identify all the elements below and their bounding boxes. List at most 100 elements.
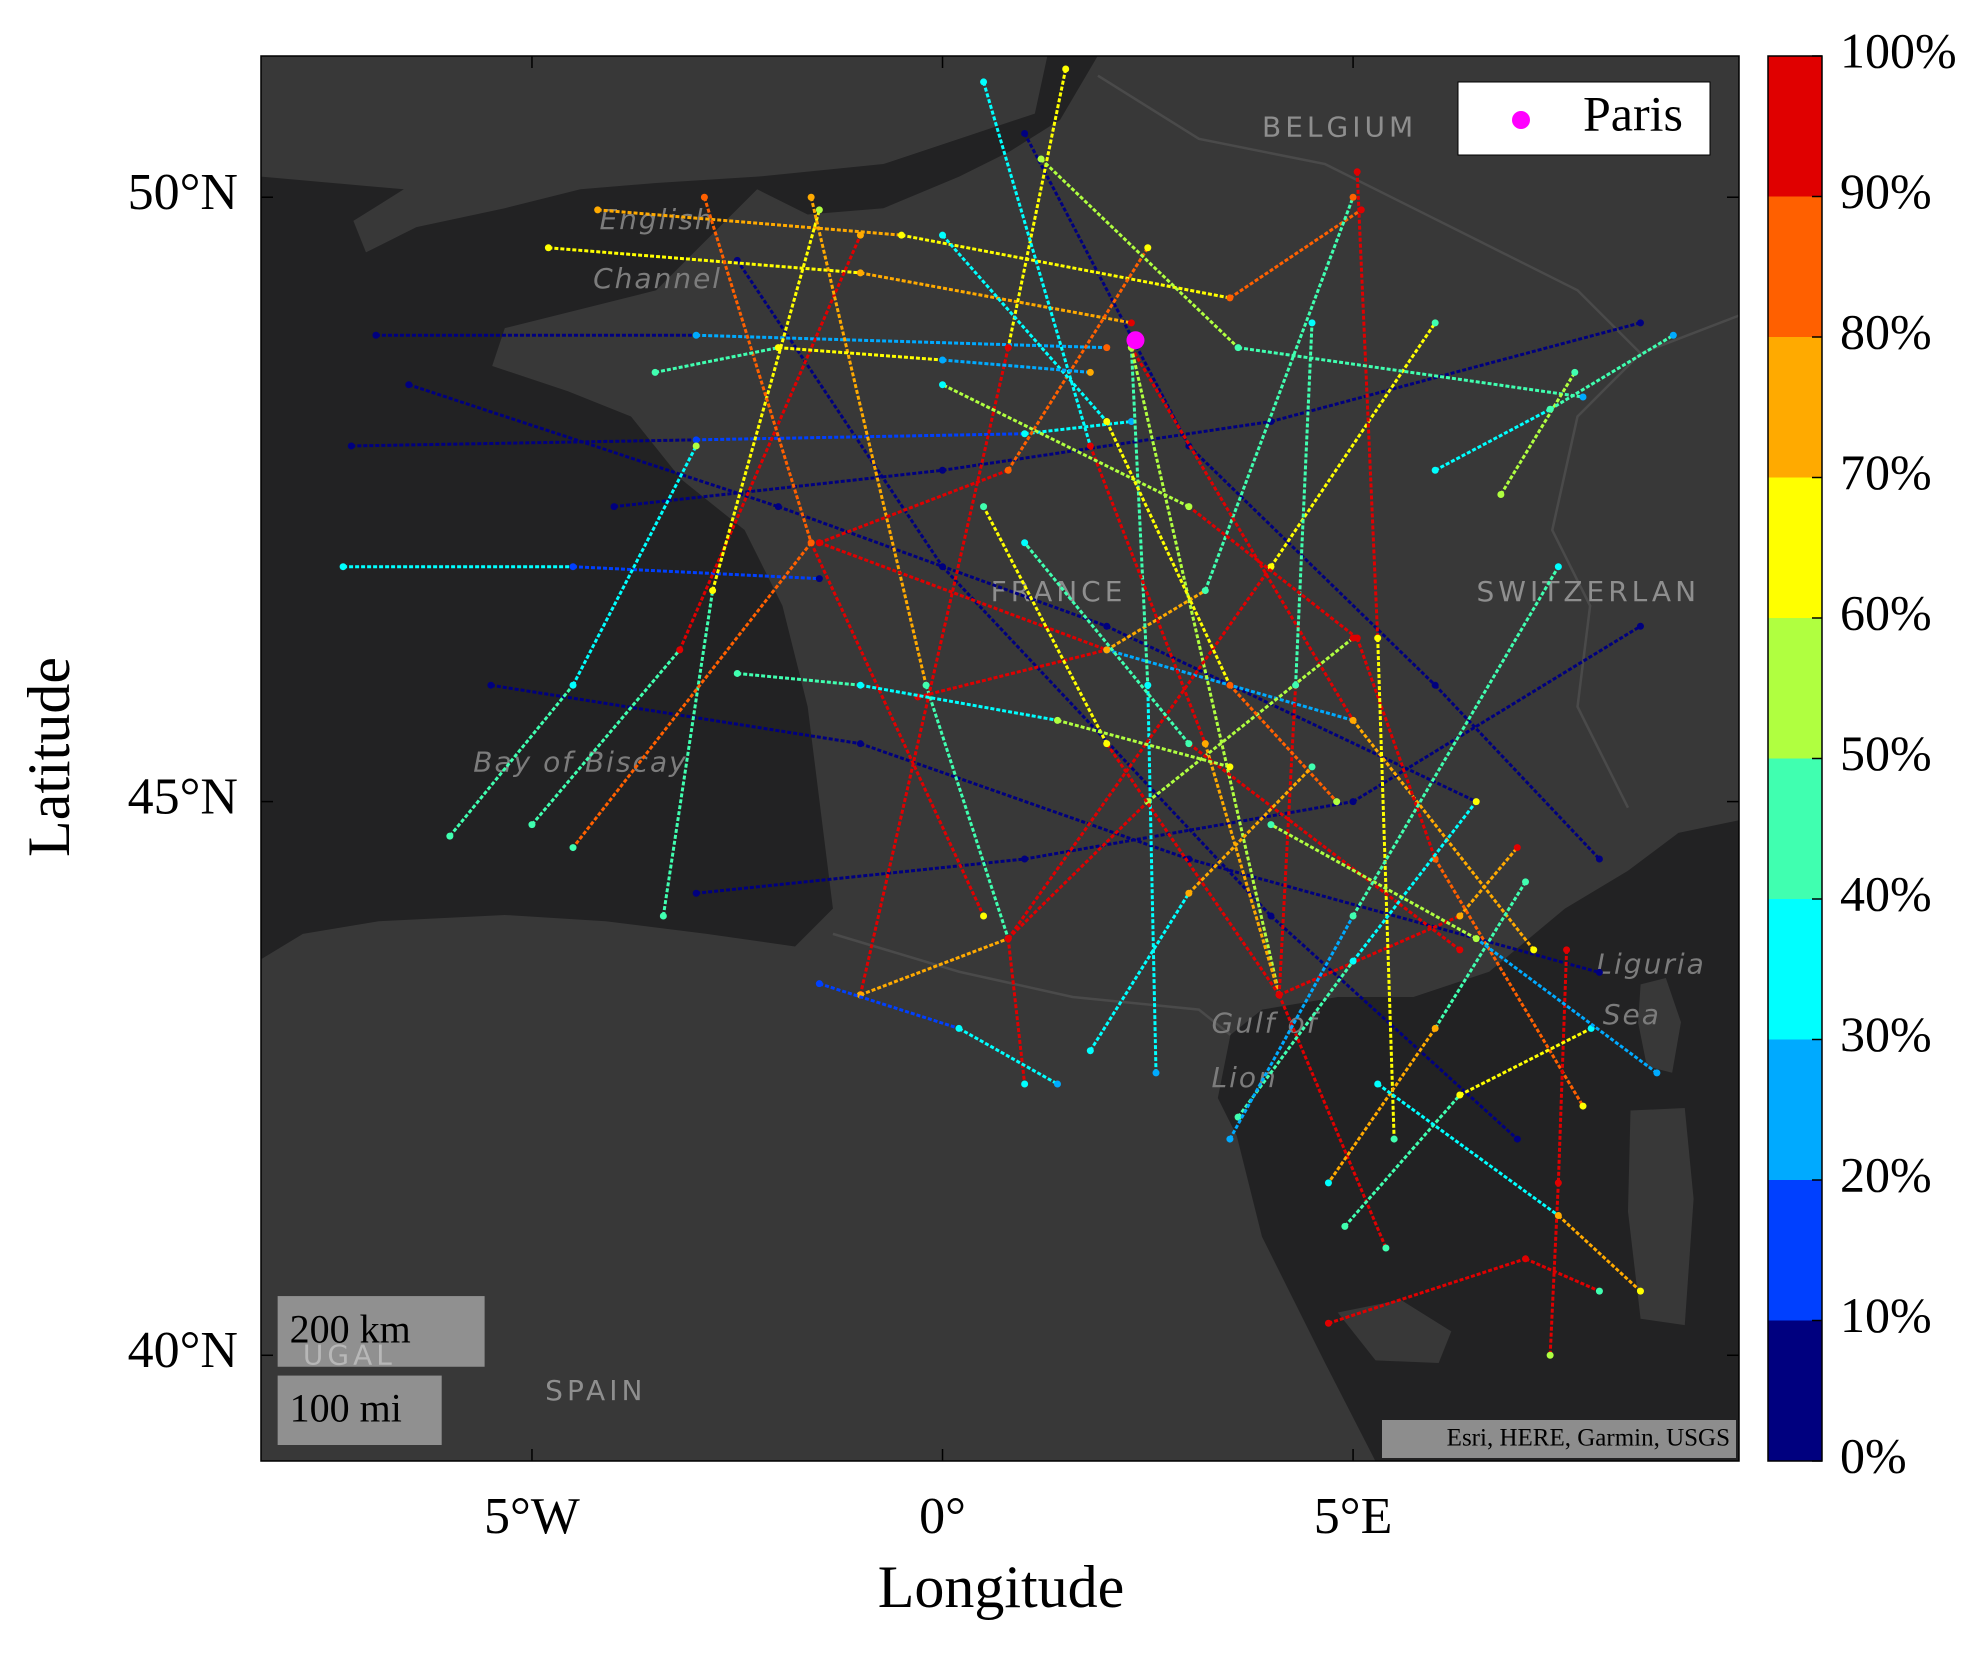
island xyxy=(1627,1108,1694,1326)
track-segment xyxy=(1434,407,1551,472)
track-point xyxy=(1349,716,1357,724)
track-segment xyxy=(941,565,1273,918)
track-point xyxy=(569,563,577,571)
legend-label: Paris xyxy=(1583,85,1683,141)
track-segment xyxy=(1187,505,1359,640)
track-point xyxy=(1431,1024,1439,1032)
colorbar-segment xyxy=(1768,1320,1822,1461)
track-segment xyxy=(1023,541,1191,745)
track-segment xyxy=(1458,846,1519,917)
border xyxy=(832,932,1232,1036)
basemap-label: Liguria xyxy=(1596,947,1705,980)
track-point xyxy=(1579,1102,1587,1110)
track-segment xyxy=(1024,800,1354,861)
track-point xyxy=(692,331,700,339)
track-point xyxy=(897,231,905,239)
y-tick-label: 40°N xyxy=(128,1322,238,1379)
track-point xyxy=(1522,1255,1530,1263)
track-point xyxy=(1152,1069,1160,1077)
track-segment xyxy=(1269,322,1437,568)
track-point xyxy=(1497,491,1505,499)
track-point xyxy=(1353,168,1361,176)
track-point xyxy=(1563,946,1571,954)
track-segment xyxy=(958,1027,1059,1086)
y-tick-label: 50°N xyxy=(128,164,238,221)
track-segment xyxy=(942,358,1091,374)
track-segment xyxy=(548,246,861,275)
track-point xyxy=(980,912,988,920)
track-point xyxy=(347,442,355,450)
track-point xyxy=(1513,844,1521,852)
track-point xyxy=(1349,912,1357,920)
track-segment xyxy=(1187,444,1437,687)
track-segment xyxy=(1229,208,1363,300)
track-segment xyxy=(571,541,813,849)
track-segment xyxy=(1023,132,1191,447)
track-point xyxy=(692,889,700,897)
track-segment xyxy=(678,234,862,651)
basemap-label: SPAIN xyxy=(545,1374,646,1407)
colorbar-tick-label: 20% xyxy=(1840,1146,1932,1202)
track-segment xyxy=(1376,638,1396,1140)
track-point xyxy=(1353,634,1361,642)
basemap-label: English xyxy=(599,203,714,236)
track-segment xyxy=(530,648,681,826)
track-segment xyxy=(818,541,1108,652)
track-point xyxy=(939,381,947,389)
x-tick-label: 5°W xyxy=(484,1488,580,1545)
track-segment xyxy=(1294,322,1314,686)
track-point xyxy=(1004,466,1012,474)
track-segment xyxy=(1327,1027,1437,1184)
track-segment xyxy=(1277,685,1298,995)
basemap xyxy=(261,56,1739,1461)
track-segment xyxy=(735,259,944,568)
track-segment xyxy=(1351,800,1478,963)
basemap-label: SWITZERLAN xyxy=(1477,575,1701,608)
track-point xyxy=(692,436,700,444)
track-segment xyxy=(1006,246,1150,472)
track-segment xyxy=(1557,1214,1642,1293)
track-segment xyxy=(1129,347,1150,686)
track-segment xyxy=(1006,565,1273,940)
track-point xyxy=(1267,912,1275,920)
track-point xyxy=(1571,368,1579,376)
legend-marker xyxy=(1512,111,1530,129)
track-point xyxy=(1382,1244,1390,1252)
city-marker xyxy=(1126,331,1145,350)
track-point xyxy=(709,587,717,595)
track-point xyxy=(1127,418,1135,426)
track-segment xyxy=(1475,937,1658,1075)
track-point xyxy=(1349,957,1357,965)
track-point xyxy=(1144,681,1152,689)
track-point xyxy=(1144,244,1152,252)
track-segment xyxy=(1105,420,1232,686)
track-point xyxy=(1275,991,1283,999)
track-point xyxy=(339,563,347,571)
colorbar-segment xyxy=(1768,618,1822,759)
track-point xyxy=(1595,1287,1603,1295)
track-point xyxy=(405,381,413,389)
track-point xyxy=(1086,1047,1094,1055)
track-point xyxy=(700,193,708,201)
track-point xyxy=(1595,855,1603,863)
colorbar-tick-label: 0% xyxy=(1840,1427,1907,1483)
border xyxy=(1097,74,1642,355)
colorbar-segment xyxy=(1768,1180,1822,1321)
track-point xyxy=(569,844,577,852)
track-point xyxy=(1103,344,1111,352)
x-tick-label: 0° xyxy=(919,1488,966,1545)
track-point xyxy=(1103,646,1111,654)
track-point xyxy=(1546,405,1554,413)
track-point xyxy=(1021,1080,1029,1088)
track-segment xyxy=(1270,321,1641,423)
track-point xyxy=(939,466,947,474)
track-point xyxy=(528,821,536,829)
track-point xyxy=(1579,393,1587,401)
track-point xyxy=(1472,935,1480,943)
tracks xyxy=(339,65,1677,1359)
track-segment xyxy=(1129,347,1281,996)
track-segment xyxy=(1105,742,1281,996)
track-point xyxy=(1324,1179,1332,1187)
track-point xyxy=(1021,129,1029,137)
track-point xyxy=(1185,889,1193,897)
